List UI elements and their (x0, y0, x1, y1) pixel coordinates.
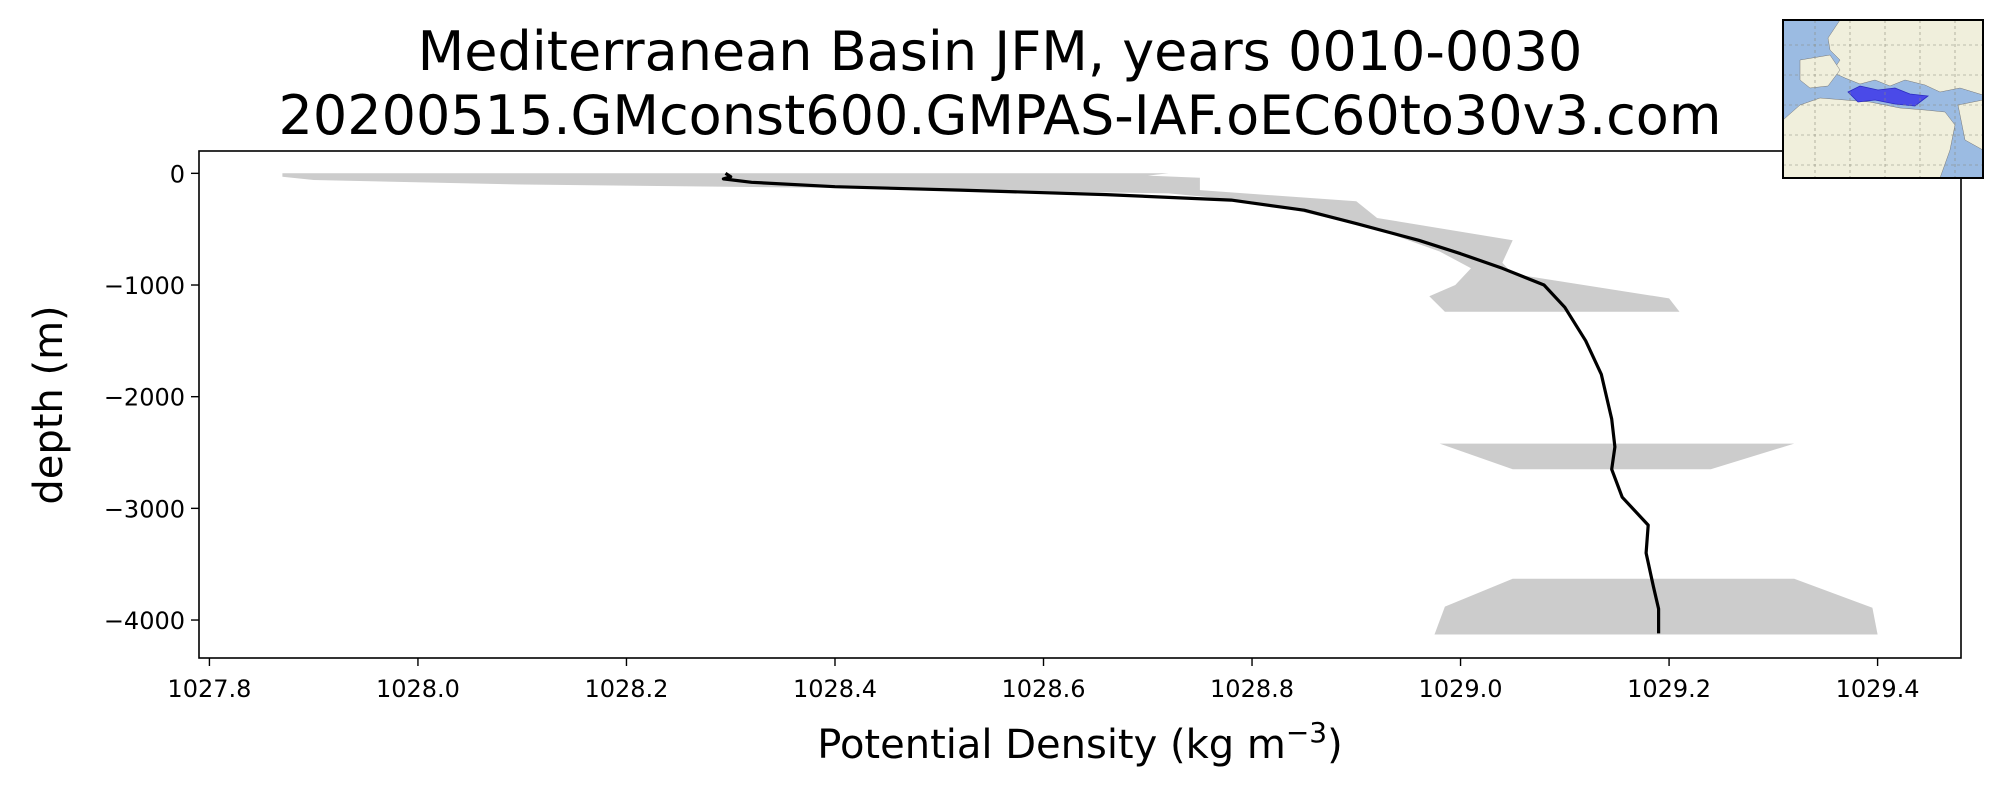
chart-subtitle: 20200515.GMconst600.GMPAS-IAF.oEC60to30v… (279, 84, 1722, 147)
y-axis-label: depth (m) (26, 305, 72, 504)
map-land-iberia (1799, 54, 1841, 89)
x-tick-label: 1028.2 (584, 675, 668, 703)
plot-frame (198, 150, 1962, 659)
x-axis-label-sup: −3 (1286, 716, 1327, 749)
y-tick-label: −2000 (104, 384, 185, 412)
spread-band-2 (1434, 578, 1878, 635)
x-tick-label: 1028.6 (1002, 675, 1086, 703)
x-tick-label: 1029.2 (1627, 675, 1711, 703)
mean-profile (721, 171, 1661, 634)
y-tick-label: −3000 (104, 495, 185, 523)
x-tick-label: 1028.0 (376, 675, 460, 703)
map-frame (1782, 19, 1984, 179)
y-tick-label: −1000 (104, 272, 185, 300)
x-tick-label: 1028.4 (793, 675, 877, 703)
map-gridlines (1783, 20, 1983, 178)
x-axis-label-main: Potential Density (kg m (817, 722, 1286, 768)
spread-bands (282, 173, 1878, 635)
x-tick-label: 1027.8 (167, 675, 251, 703)
x-tick-label: 1028.8 (1210, 675, 1294, 703)
x-tick-label: 1029.0 (1419, 675, 1503, 703)
map-region-mediterranean (1847, 85, 1930, 107)
y-axis-ticks: 0 −1000 −2000 −3000 −4000 (104, 160, 199, 635)
y-tick-label: 0 (170, 160, 185, 188)
spread-band-0 (282, 173, 1680, 312)
inset-region-map (1782, 19, 1984, 179)
map-land-europe (1827, 20, 1983, 96)
map-land-arabia (1957, 99, 1983, 151)
x-axis-ticks: 1027.8 1028.0 1028.2 1028.4 1028.6 1028.8 1029… (167, 658, 1920, 703)
spread-band-1 (1439, 443, 1795, 470)
y-tick-label: −4000 (104, 607, 185, 635)
x-tick-label: 1029.4 (1836, 675, 1920, 703)
x-axis-label-end: ) (1327, 722, 1343, 768)
chart-title: Mediterranean Basin JFM, years 0010-0030 (418, 20, 1583, 83)
mean-profile-line-0 (721, 171, 1661, 634)
x-axis-label: Potential Density (kg m−3) (817, 716, 1342, 768)
map-land-africa (1783, 97, 1956, 178)
